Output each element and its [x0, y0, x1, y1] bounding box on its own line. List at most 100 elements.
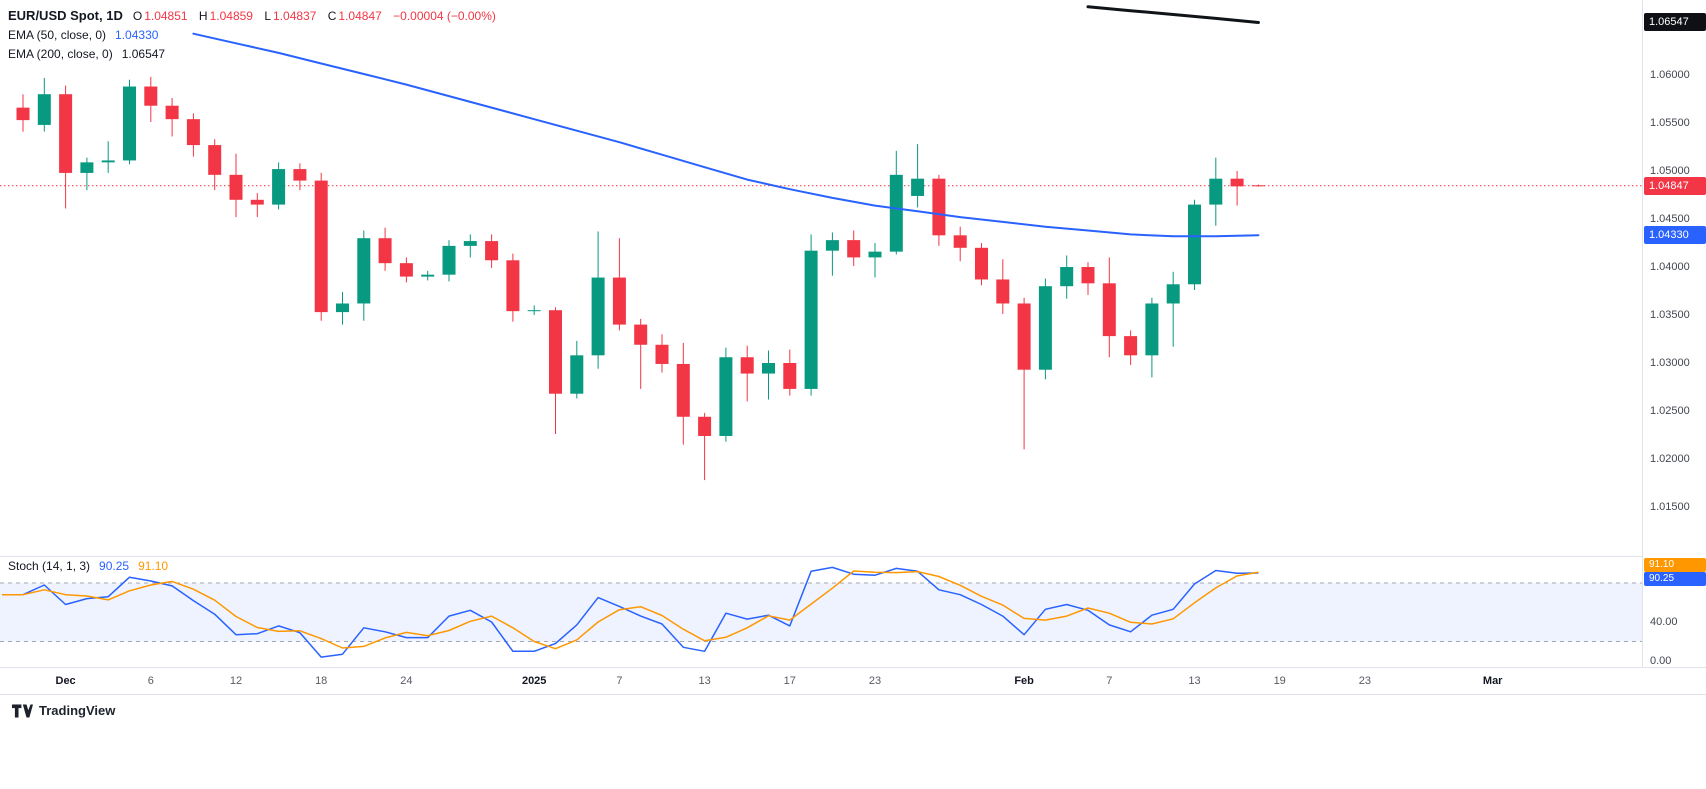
time-tick: 18 — [315, 675, 328, 687]
candle — [655, 334, 669, 373]
candle — [527, 305, 541, 315]
candle — [250, 193, 264, 218]
candle — [719, 347, 733, 442]
time-tick: 12 — [229, 675, 243, 687]
candle — [165, 98, 179, 137]
ema200-line[interactable] — [1086, 5, 1260, 24]
candle — [1209, 157, 1223, 226]
stoch-axis-label: 40.00 — [1650, 616, 1678, 628]
stochastic-pane[interactable] — [0, 556, 1642, 667]
candle — [16, 94, 30, 132]
price-axis[interactable]: 1.06000 1.05500 1.05000 1.04500 1.04000 1.035… — [1642, 0, 1706, 694]
price-label: 1.06000 — [1650, 69, 1690, 81]
candle — [549, 307, 562, 435]
candle — [591, 231, 605, 369]
candle — [1188, 199, 1201, 291]
candle — [634, 318, 648, 389]
candle — [506, 253, 520, 322]
price-badge: 1.04847 — [1644, 176, 1706, 195]
time-tick: 6 — [147, 675, 154, 687]
price-badge: 1.04330 — [1644, 226, 1706, 245]
candle — [676, 342, 690, 445]
ema200-legend-row[interactable]: EMA (200, close, 0) 1.06547 — [8, 44, 504, 63]
candle — [442, 240, 456, 282]
candle — [378, 227, 392, 271]
ema50-legend-row[interactable]: EMA (50, close, 0) 1.04330 — [8, 25, 504, 44]
price-label: 1.03000 — [1650, 357, 1690, 369]
time-tick: Feb — [1014, 675, 1034, 687]
stoch-d-value: 91.10 — [138, 559, 169, 573]
candle — [847, 230, 861, 267]
stoch-band — [0, 583, 1642, 642]
time-tick: 19 — [1273, 675, 1286, 687]
pane-separator[interactable] — [0, 556, 1706, 557]
candle — [272, 162, 286, 210]
candle — [1251, 184, 1265, 187]
candle — [932, 174, 946, 246]
close-label: C — [327, 8, 337, 23]
stoch-k-value: 90.25 — [99, 559, 130, 573]
candle — [399, 257, 413, 283]
candle — [953, 226, 967, 262]
candle — [868, 243, 882, 278]
candle — [1060, 255, 1074, 299]
ema50-line[interactable] — [192, 32, 1260, 238]
candle — [1145, 297, 1159, 378]
candle — [740, 345, 754, 402]
tradingview-logo[interactable]: TradingView — [12, 703, 115, 718]
stoch-legend-row[interactable]: Stoch (14, 1, 3) 90.25 91.10 — [8, 559, 168, 573]
time-tick: 2025 — [521, 675, 547, 687]
candle — [783, 349, 797, 396]
main-chart-pane[interactable] — [0, 0, 1642, 556]
candle — [570, 340, 584, 399]
candle — [208, 139, 222, 191]
candle — [1166, 271, 1180, 347]
ema200-value: 1.06547 — [121, 46, 166, 61]
candle — [59, 85, 73, 209]
time-tick: 23 — [868, 675, 882, 687]
stoch-badge: 91.10 — [1644, 558, 1706, 572]
candle — [144, 76, 158, 123]
price-label: 1.01500 — [1650, 501, 1690, 513]
candle — [101, 141, 115, 173]
ema50-label: EMA (50, close, 0) — [8, 27, 107, 42]
candle — [314, 172, 328, 321]
tradingview-logo-icon — [12, 703, 33, 718]
time-tick: 7 — [616, 675, 623, 687]
price-label: 1.02500 — [1650, 405, 1690, 417]
candle — [485, 234, 499, 268]
low-value: 1.04837 — [273, 8, 317, 23]
candle — [825, 232, 839, 276]
candle — [1017, 297, 1031, 450]
change-value: −0.00004 (−0.00%) — [393, 8, 496, 23]
ohlc-values: O 1.04851 H 1.04859 L 1.04837 C 1.04847 −0.0… — [133, 9, 504, 23]
candle — [1124, 330, 1138, 365]
stoch-badge: 90.25 — [1644, 572, 1706, 586]
candle — [123, 79, 136, 165]
close-value: 1.04847 — [338, 8, 382, 23]
candle — [463, 234, 477, 258]
ema50-value: 1.04330 — [115, 27, 159, 42]
time-tick: 13 — [1188, 675, 1201, 687]
candle — [336, 291, 349, 325]
stoch-axis-label: 0.00 — [1650, 655, 1672, 667]
candle — [229, 153, 243, 218]
price-badge: 1.06547 — [1644, 13, 1706, 32]
open-label: O — [132, 8, 143, 23]
candle — [37, 77, 51, 132]
time-tick: 17 — [783, 675, 796, 687]
footer-bar: TradingView — [0, 694, 1706, 789]
stoch-label: Stoch (14, 1, 3) — [8, 559, 91, 573]
symbol-legend-row[interactable]: EUR/USD Spot, 1D O 1.04851 H 1.04859 L 1.04… — [8, 6, 504, 25]
time-axis[interactable]: Dec 6 12 18 24 2025 7 13 17 23 Feb 7 13 19 23 Mar — [0, 667, 1706, 695]
price-label: 1.04500 — [1650, 213, 1690, 225]
candle — [293, 163, 307, 191]
time-tick: 23 — [1358, 675, 1372, 687]
high-value: 1.04859 — [209, 8, 253, 23]
candle — [804, 234, 818, 396]
candle — [612, 238, 626, 331]
candle — [911, 144, 925, 208]
candle — [762, 350, 775, 400]
open-value: 1.04851 — [144, 8, 188, 23]
